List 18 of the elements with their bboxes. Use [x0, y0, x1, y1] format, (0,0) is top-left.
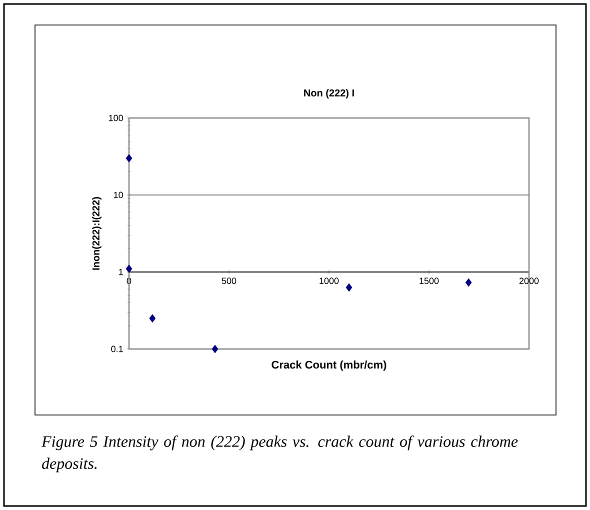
point: [346, 283, 352, 292]
y-tick-label: 0.1: [111, 346, 123, 352]
y-axis-title: Inon(222):I(222): [92, 197, 102, 270]
chart-title: Non (222) I: [304, 89, 354, 98]
x-tick-label: 500: [222, 278, 236, 284]
y-tick-label: 10: [114, 192, 123, 198]
point: [465, 278, 472, 287]
x-tick-label: 1500: [420, 278, 439, 284]
point: [149, 314, 156, 323]
y-tick-label: 100: [109, 114, 123, 122]
point: [212, 344, 218, 354]
point: [126, 264, 132, 274]
y-tick-label: 1: [119, 268, 123, 276]
text: Figure 5 Intensity of non (222) peaks vs. crack count of various chrome deposits.: [41, 436, 518, 472]
point: [126, 154, 132, 162]
x-axis-title: Crack Count (mbr/cm): [272, 360, 386, 371]
x-tick-label: 2000: [519, 278, 539, 284]
x-tick-label: 1000: [320, 278, 339, 284]
